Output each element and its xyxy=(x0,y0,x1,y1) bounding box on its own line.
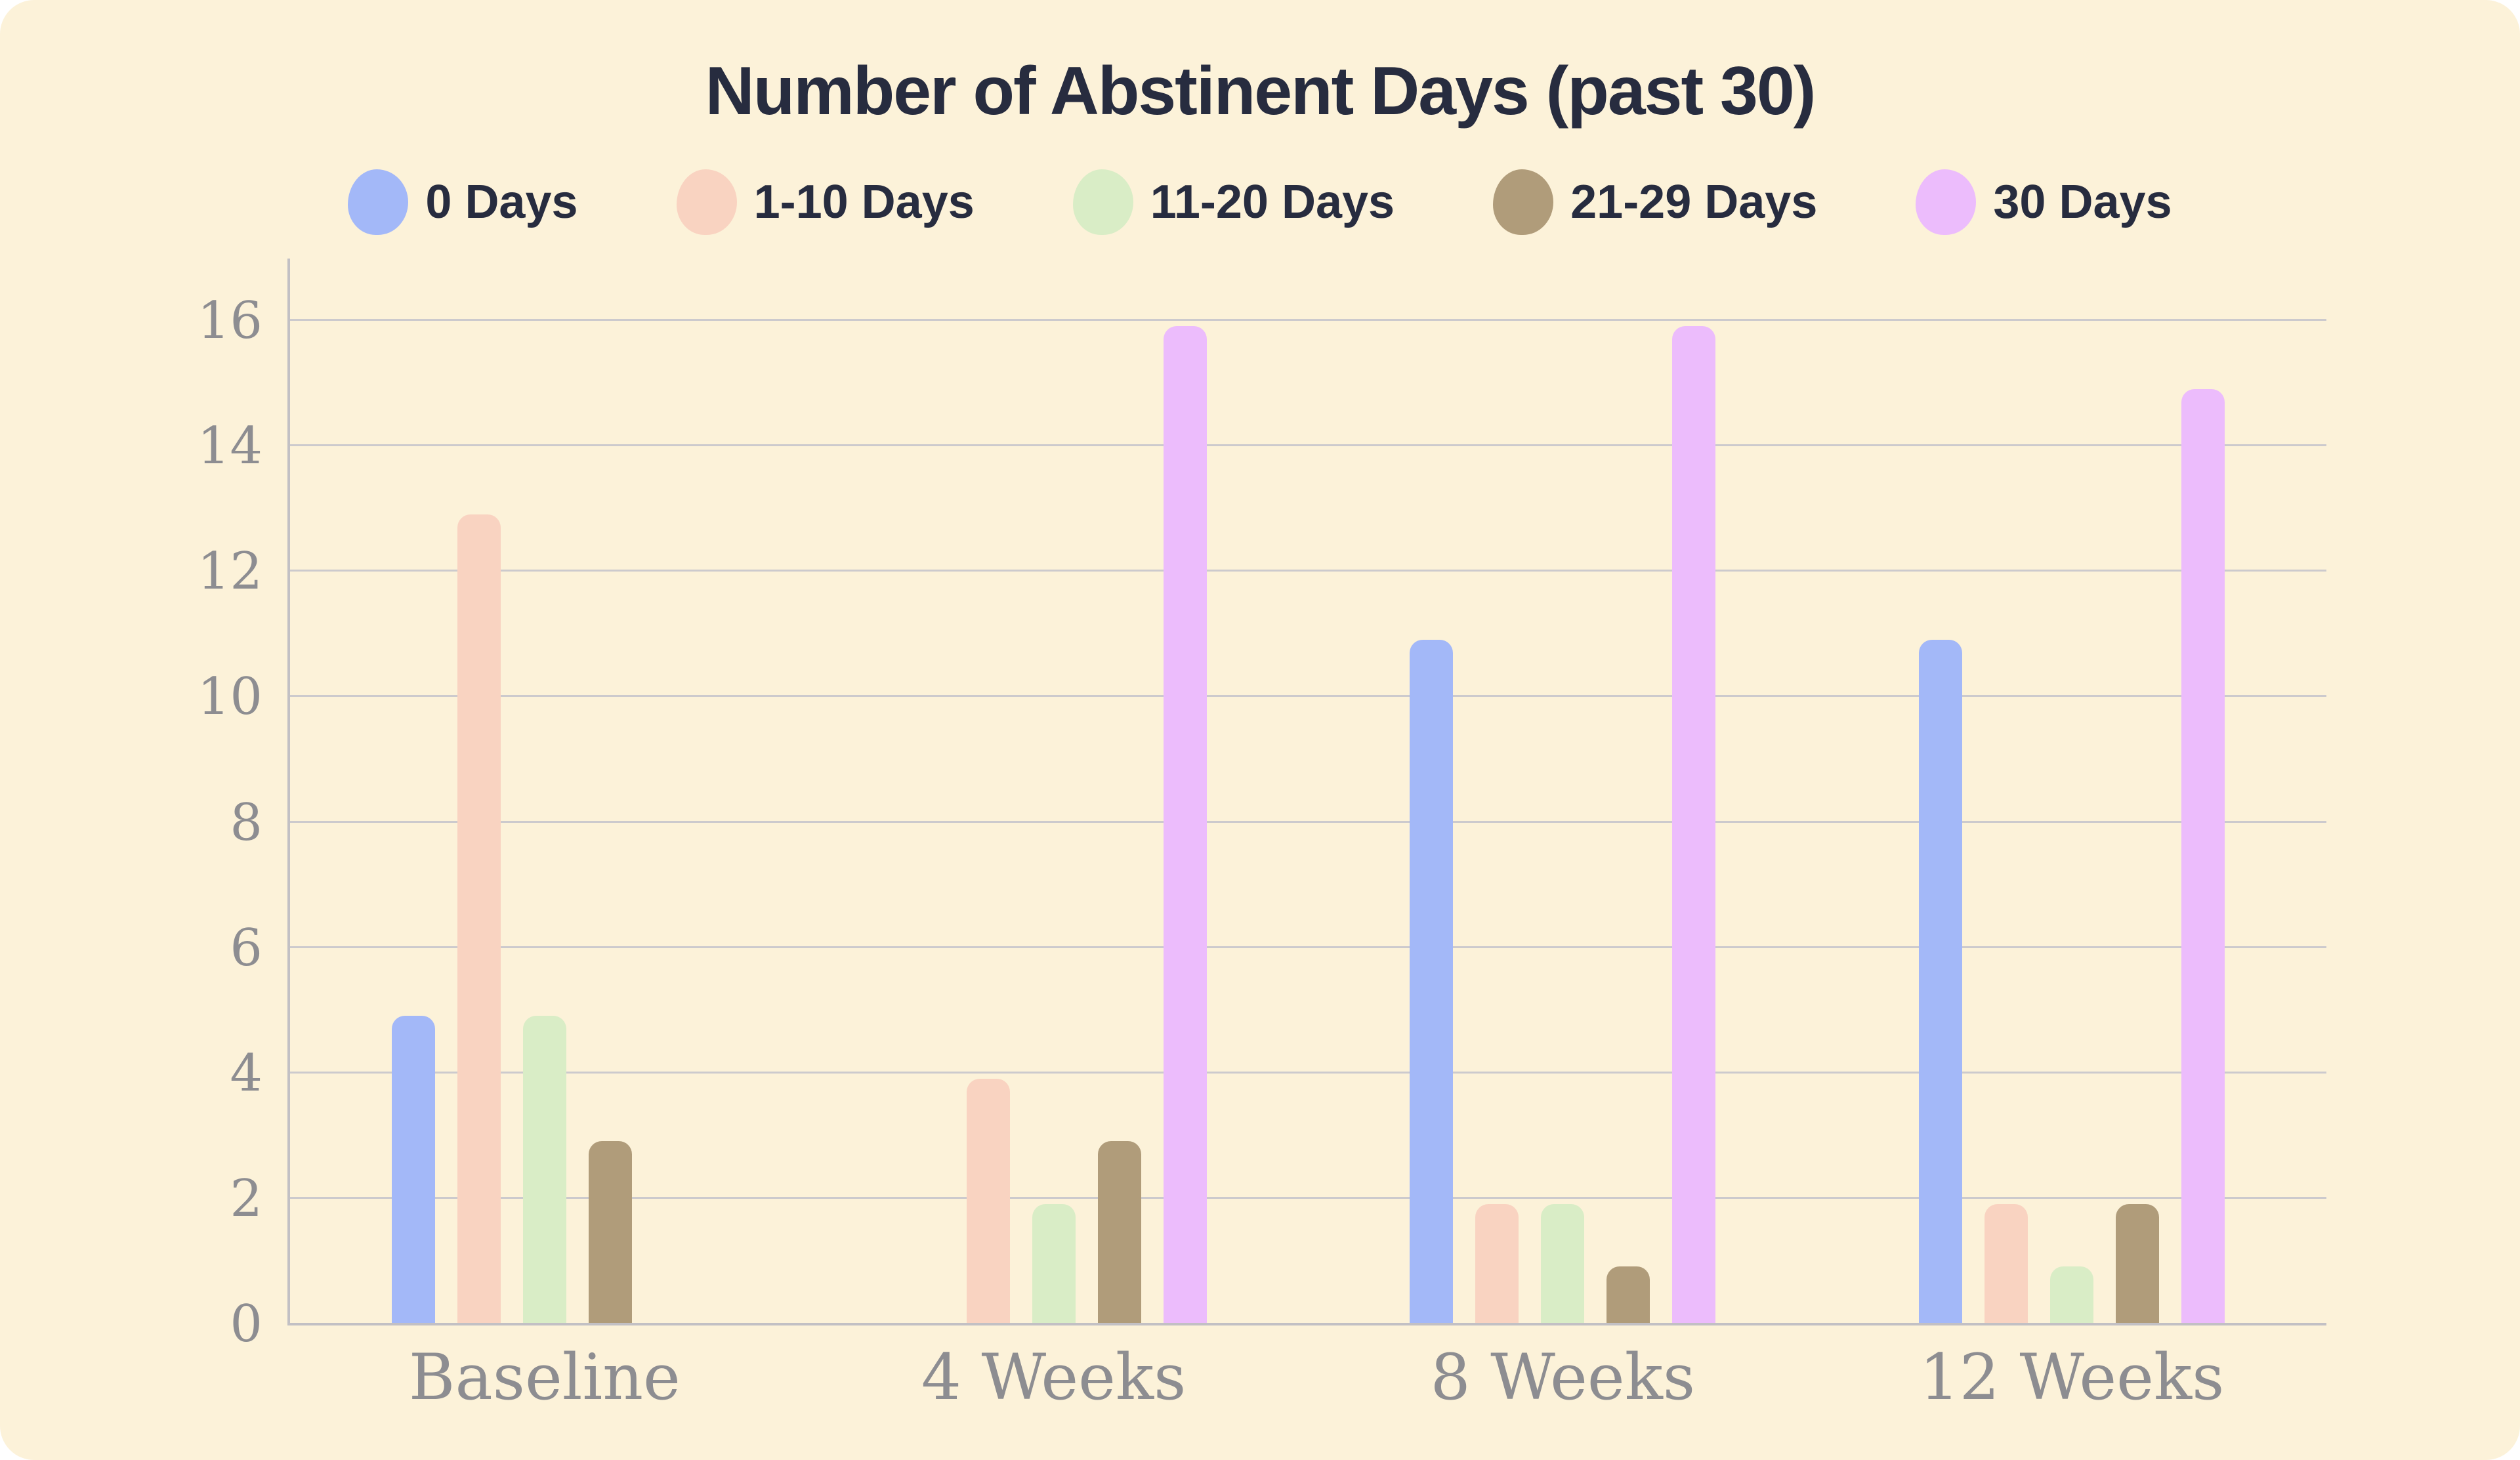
bar-groups xyxy=(290,259,2326,1324)
y-tick-label-16: 16 xyxy=(197,291,262,351)
plot-area xyxy=(287,259,2326,1325)
bar-0-days-baseline xyxy=(391,1016,435,1324)
gridline-y-12 xyxy=(290,570,2326,572)
y-tick-label-2: 2 xyxy=(230,1169,262,1228)
legend-item-30-days: 30 Days xyxy=(1916,169,2172,235)
gridline-y-6 xyxy=(290,946,2326,948)
bar-21-29-days-baseline xyxy=(588,1141,632,1324)
bar-group-8-weeks xyxy=(1309,259,1818,1324)
legend-swatch-icon-11-20-days xyxy=(1072,169,1133,235)
legend: 0 Days 1-10 Days 11-20 Days 21-29 Days 30 Da… xyxy=(0,169,2520,235)
y-tick-label-14: 14 xyxy=(197,417,262,476)
x-axis-category-labels: Baseline 4 Weeks 8 Weeks 12 Weeks xyxy=(290,1340,2326,1415)
bar-0-days-12-weeks xyxy=(1919,639,1963,1324)
y-tick-label-10: 10 xyxy=(197,667,262,727)
bar-group-12-weeks xyxy=(1817,259,2326,1324)
bar-11-20-days-12-weeks xyxy=(2050,1266,2094,1324)
y-axis-line xyxy=(287,259,290,1325)
bar-1-10-days-12-weeks xyxy=(1984,1203,2028,1324)
bar-1-10-days-baseline xyxy=(457,514,501,1324)
x-category-label-4-weeks: 4 Weeks xyxy=(921,1341,1186,1414)
y-tick-label-8: 8 xyxy=(230,793,262,852)
bar-0-days-8-weeks xyxy=(1410,639,1454,1324)
legend-label: 1-10 Days xyxy=(753,176,975,228)
x-category-label-baseline: Baseline xyxy=(408,1341,681,1414)
bar-21-29-days-12-weeks xyxy=(2116,1203,2160,1324)
legend-label: 0 Days xyxy=(425,176,578,228)
bar-30-days-12-weeks xyxy=(2181,388,2225,1324)
legend-swatch-icon-1-10-days xyxy=(676,169,737,235)
bar-30-days-8-weeks xyxy=(1672,326,1716,1324)
y-axis-tick-labels: 0 2 4 6 8 10 12 14 16 xyxy=(0,259,262,1350)
bar-11-20-days-baseline xyxy=(522,1016,566,1324)
legend-swatch-icon-30-days xyxy=(1916,169,1977,235)
bar-1-10-days-8-weeks xyxy=(1475,1203,1519,1324)
bar-group-4-weeks xyxy=(799,259,1309,1324)
bar-21-29-days-4-weeks xyxy=(1097,1141,1141,1324)
y-tick-label-6: 6 xyxy=(230,918,262,978)
legend-item-0-days: 0 Days xyxy=(348,169,578,235)
gridline-y-14 xyxy=(290,444,2326,447)
x-category-label-8-weeks: 8 Weeks xyxy=(1430,1341,1696,1414)
gridline-y-2 xyxy=(290,1196,2326,1199)
bar-group-baseline xyxy=(290,259,799,1324)
legend-swatch-icon-21-29-days xyxy=(1493,169,1554,235)
gridline-y-8 xyxy=(290,820,2326,823)
y-tick-label-12: 12 xyxy=(197,542,262,602)
legend-swatch-icon-0-days xyxy=(348,169,409,235)
y-tick-label-4: 4 xyxy=(230,1043,262,1103)
legend-item-1-10-days: 1-10 Days xyxy=(676,169,975,235)
bar-21-29-days-8-weeks xyxy=(1606,1266,1650,1324)
bar-11-20-days-8-weeks xyxy=(1541,1203,1585,1324)
legend-item-11-20-days: 11-20 Days xyxy=(1072,169,1395,235)
bar-30-days-4-weeks xyxy=(1163,326,1207,1324)
legend-label: 30 Days xyxy=(1993,176,2172,228)
legend-label: 21-29 Days xyxy=(1570,176,1818,228)
legend-label: 11-20 Days xyxy=(1150,176,1395,228)
gridline-y-4 xyxy=(290,1071,2326,1074)
legend-item-21-29-days: 21-29 Days xyxy=(1493,169,1817,235)
bar-1-10-days-4-weeks xyxy=(966,1078,1010,1324)
x-category-label-12-weeks: 12 Weeks xyxy=(1919,1341,2225,1414)
y-tick-label-0: 0 xyxy=(230,1295,262,1354)
x-axis-line xyxy=(290,1323,2326,1325)
bar-11-20-days-4-weeks xyxy=(1032,1203,1076,1324)
gridline-y-10 xyxy=(290,695,2326,698)
gridline-y-16 xyxy=(290,319,2326,322)
chart-title: Number of Abstinent Days (past 30) xyxy=(705,53,1816,129)
